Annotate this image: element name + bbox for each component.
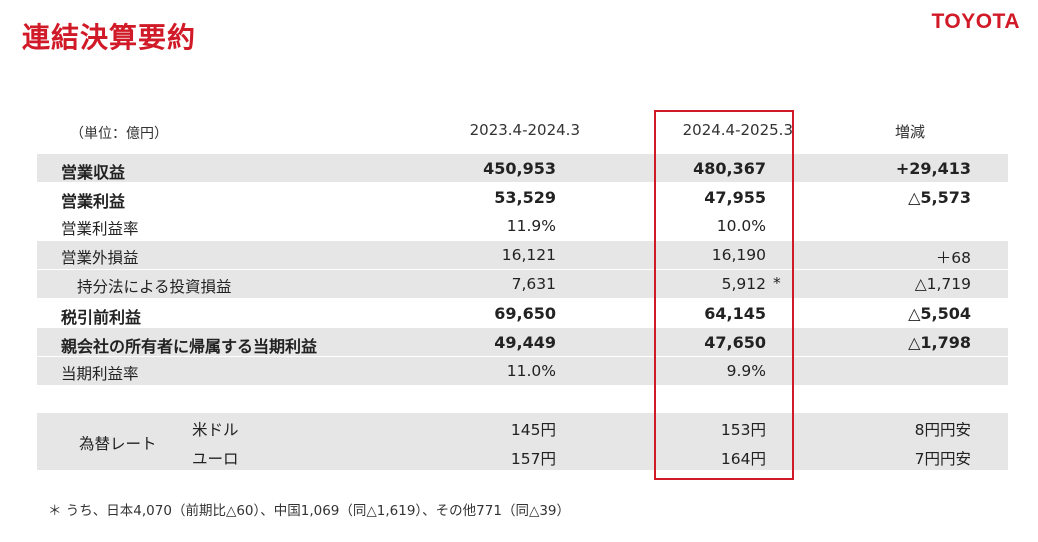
value-current-year: 16,190 xyxy=(711,246,766,264)
value-current-year: 480,367 xyxy=(693,159,766,178)
exchange-rate-label: 為替レート xyxy=(79,435,157,453)
table-row-non-operating: 営業外損益 16,121 16,190 ＋68 xyxy=(37,241,1008,269)
value-current-year: 9.9% xyxy=(726,362,766,380)
row-label: 営業利益率 xyxy=(61,220,139,238)
table-row-operating-revenue: 営業収益 450,953 480,367 +29,413 xyxy=(37,154,1008,182)
fx-usd-current-year: 153円 xyxy=(720,421,766,439)
value-current-year: 47,650 xyxy=(704,333,766,352)
fx-eur-current-year: 164円 xyxy=(720,450,766,468)
value-change: +29,413 xyxy=(895,159,971,178)
table-row-pretax-income: 税引前利益 69,650 64,145 △5,504 xyxy=(37,299,1008,327)
row-label: 持分法による投資損益 xyxy=(77,278,232,296)
row-label: 営業利益 xyxy=(61,192,126,211)
value-prev-year: 7,631 xyxy=(511,275,556,293)
column-header-current-year: 2024.4-2025.3 xyxy=(682,121,793,139)
row-label: 当期利益率 xyxy=(61,365,139,383)
fx-eur-prev-year: 157円 xyxy=(510,450,556,468)
current-year-highlight-box xyxy=(654,110,794,480)
value-prev-year: 49,449 xyxy=(494,333,556,352)
value-prev-year: 53,529 xyxy=(494,188,556,207)
table-row-net-income: 親会社の所有者に帰属する当期利益 49,449 47,650 △1,798 xyxy=(37,328,1008,356)
fx-usd-change: 8円円安 xyxy=(914,421,971,439)
value-change: ＋68 xyxy=(935,249,971,267)
table-row-net-margin: 当期利益率 11.0% 9.9% xyxy=(37,357,1008,385)
fx-usd-label: 米ドル xyxy=(192,421,239,439)
value-current-year: 47,955 xyxy=(704,188,766,207)
value-change: △5,573 xyxy=(908,188,971,207)
table-row-operating-margin: 営業利益率 11.9% 10.0% xyxy=(37,212,1008,240)
fx-eur-change: 7円円安 xyxy=(914,450,971,468)
value-prev-year: 450,953 xyxy=(483,159,556,178)
value-prev-year: 69,650 xyxy=(494,304,556,323)
value-current-year: 10.0% xyxy=(716,217,766,235)
value-change: △1,719 xyxy=(914,275,971,293)
row-label: 営業外損益 xyxy=(61,249,139,267)
value-current-year: 5,912 xyxy=(721,275,766,293)
row-label: 税引前利益 xyxy=(61,308,142,327)
column-header-prev-year: 2023.4-2024.3 xyxy=(469,121,580,139)
table-row-operating-income: 営業利益 53,529 47,955 △5,573 xyxy=(37,183,1008,211)
exchange-rate-block: 為替レート 米ドル 145円 153円 8円円安 ユーロ 157円 164円 7… xyxy=(37,413,1008,470)
fx-usd-prev-year: 145円 xyxy=(510,421,556,439)
unit-label: （単位：億円） xyxy=(70,126,168,142)
table-row-equity-method: 持分法による投資損益 7,631 5,912 * △1,719 xyxy=(37,270,1008,298)
row-label: 営業収益 xyxy=(61,163,126,182)
row-label: 親会社の所有者に帰属する当期利益 xyxy=(61,337,318,356)
value-change: △1,798 xyxy=(908,333,971,352)
footnote-marker: * xyxy=(773,274,781,292)
value-prev-year: 11.0% xyxy=(506,362,556,380)
value-current-year: 64,145 xyxy=(704,304,766,323)
column-header-change: 増減 xyxy=(894,123,925,141)
footnote: ＊ うち、日本4,070（前期比△60）、中国1,069（同△1,619）、その… xyxy=(48,503,571,519)
value-prev-year: 11.9% xyxy=(506,217,556,235)
page-title: 連結決算要約 xyxy=(22,21,197,54)
toyota-logo: TOYOTA xyxy=(931,10,1020,33)
value-prev-year: 16,121 xyxy=(501,246,556,264)
value-change: △5,504 xyxy=(908,304,971,323)
fx-eur-label: ユーロ xyxy=(192,450,239,468)
